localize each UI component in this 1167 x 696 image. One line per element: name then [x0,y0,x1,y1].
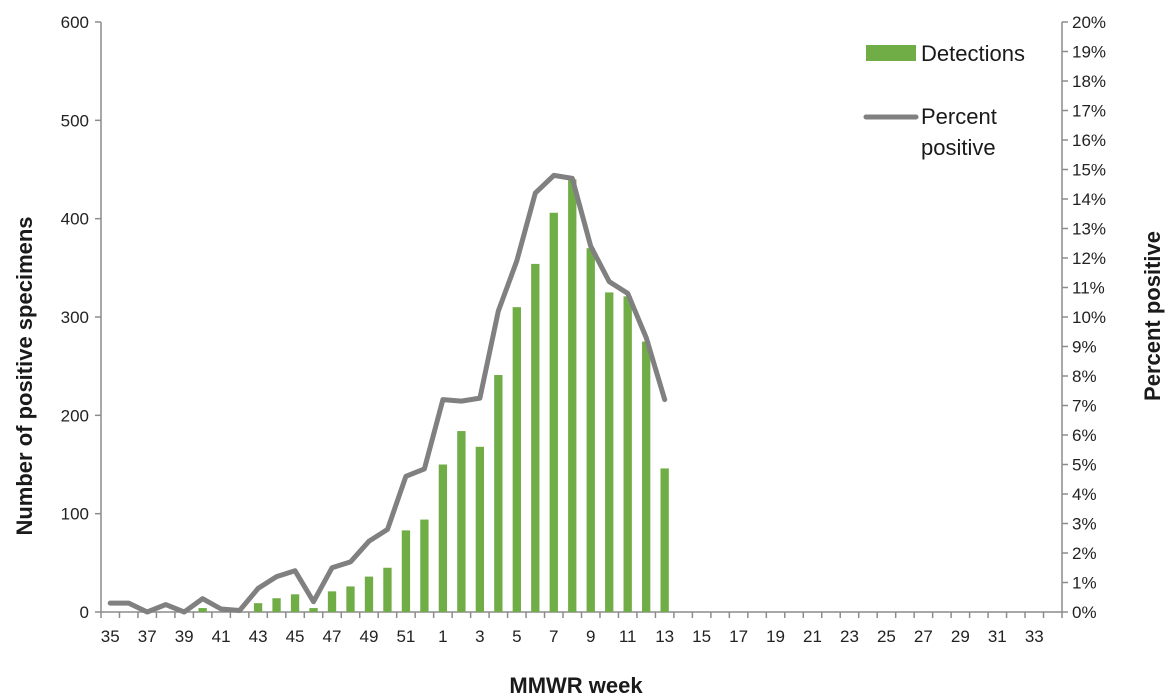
y-tick-label: 500 [61,111,89,130]
detections-bar [475,446,485,612]
y2-tick-label: 0% [1072,603,1097,622]
detections-bar [346,586,355,612]
y-tick-label: 100 [61,505,89,524]
y2-axis-title: Percent positive [1140,231,1165,401]
y2-tick-label: 4% [1072,485,1097,504]
detections-bar [642,341,651,612]
y2-tick-label: 10% [1072,308,1106,327]
y-axis-title: Number of positive specimens [12,216,37,535]
y2-tick-label: 8% [1072,367,1097,386]
y-tick-label: 200 [61,406,89,425]
detections-bar [383,567,392,612]
detections-bar [309,608,318,612]
x-tick-label: 45 [286,627,305,646]
y2-tick-label: 2% [1072,544,1097,563]
y2-tick-label: 12% [1072,249,1106,268]
y2-tick-label: 16% [1072,131,1106,150]
x-tick-label: 5 [512,627,521,646]
legend-label-percent-positive-line2: positive [921,135,996,160]
y2-tick-label: 1% [1072,574,1097,593]
x-tick-label: 37 [138,627,157,646]
x-tick-label: 21 [803,627,822,646]
y2-tick-label: 14% [1072,190,1106,209]
y2-tick-label: 13% [1072,220,1106,239]
x-tick-label: 29 [951,627,970,646]
detections-bar [660,468,669,612]
x-tick-label: 15 [692,627,711,646]
y-tick-label: 0 [80,603,89,622]
y2-tick-label: 17% [1072,102,1106,121]
x-axis-title: MMWR week [509,673,643,696]
x-tick-label: 49 [360,627,379,646]
x-tick-label: 31 [988,627,1007,646]
ticks-layer: 0 100 200 300 400 500 600 0% 1% 2% 3% 4% 5% 6% 7% 8% 9% 1… [61,13,1106,646]
y2-tick-label: 3% [1072,515,1097,534]
detections-bar [272,598,281,612]
x-tick-label: 35 [101,627,120,646]
y2-tick-label: 19% [1072,43,1106,62]
detections-bar [253,603,263,612]
detections-bar [438,464,448,612]
y-tick-label: 600 [61,13,89,32]
axes-layer [100,22,1063,613]
y2-tick-label: 9% [1072,338,1097,357]
x-tick-label: 3 [475,627,484,646]
y-tick-label: 300 [61,308,89,327]
x-tick-label: 43 [249,627,268,646]
y2-tick-label: 11% [1072,279,1105,298]
y2-tick-label: 7% [1072,397,1097,416]
detections-bar [512,307,521,612]
bars-layer [198,179,669,613]
percent-positive-line [107,172,668,615]
detections-bar [549,212,558,612]
line-layer [107,172,668,615]
x-tick-label: 13 [655,627,674,646]
detections-bar [457,431,466,612]
x-tick-label: 19 [766,627,785,646]
detections-bar [494,375,503,612]
detections-bar [364,576,374,612]
x-tick-label: 27 [914,627,933,646]
detections-bar [420,519,429,612]
y2-tick-label: 20% [1072,13,1106,32]
x-tick-label: 51 [396,627,415,646]
x-tick-label: 23 [840,627,859,646]
x-tick-label: 9 [586,627,595,646]
detections-bar [401,530,411,612]
detections-bar [623,296,632,612]
legend: Detections Percent positive [863,41,1025,160]
detections-bar [531,263,540,612]
x-tick-label: 11 [619,627,637,646]
y2-tick-label: 5% [1072,456,1097,475]
x-tick-label: 25 [877,627,896,646]
x-tick-label: 39 [175,627,194,646]
y2-tick-label: 15% [1072,161,1106,180]
legend-label-detections: Detections [921,41,1025,66]
x-tick-label: 33 [1025,627,1044,646]
legend-swatch-detections [866,45,916,61]
detections-bar [327,591,337,612]
x-tick-label: 47 [323,627,342,646]
y2-tick-label: 18% [1072,72,1106,91]
detections-bar [290,594,300,612]
y2-tick-label: 6% [1072,426,1097,445]
detections-bar [568,179,577,613]
x-tick-label: 17 [729,627,748,646]
detections-bar [605,292,614,612]
x-tick-label: 1 [438,627,447,646]
detections-bar [586,248,595,612]
x-tick-label: 41 [212,627,231,646]
legend-label-percent-positive-line1: Percent [921,104,997,129]
legend-label-percent-positive: Percent positive [921,104,1003,160]
detections-bar [198,608,207,612]
y-tick-label: 400 [61,210,89,229]
x-tick-label: 7 [549,627,558,646]
